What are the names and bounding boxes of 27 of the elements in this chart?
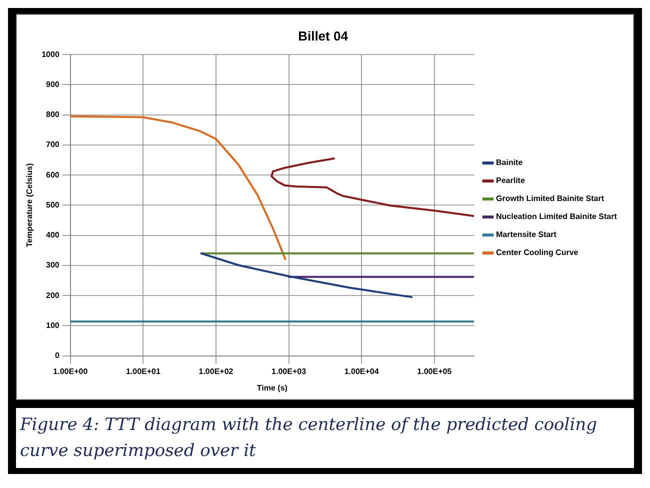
x-axis-title: Time (s) bbox=[256, 383, 288, 392]
y-tick-label: 500 bbox=[46, 200, 60, 210]
y-tick-label: 900 bbox=[46, 80, 60, 89]
y-tick-label: 300 bbox=[46, 260, 60, 270]
y-tick-label: 800 bbox=[46, 110, 60, 120]
x-tick-label: 1.00E+00 bbox=[53, 366, 88, 376]
y-tick-label: 1000 bbox=[42, 50, 60, 59]
legend-label: Pearlite bbox=[496, 176, 526, 186]
x-tick-label: 1.00E+01 bbox=[126, 366, 161, 376]
y-tick-label: 0 bbox=[54, 351, 60, 360]
y-tick-label: 200 bbox=[46, 290, 60, 300]
caption: Figure 4: TTT diagram with the centerline of the predicted cooling curve superimposed over it bbox=[16, 408, 634, 468]
y-tick-label: 400 bbox=[46, 230, 60, 240]
y-tick-label: 600 bbox=[46, 170, 60, 180]
y-tick-label: 700 bbox=[46, 140, 60, 150]
x-tick-label: 1.00E+03 bbox=[272, 366, 307, 376]
chart-title: Billet 04 bbox=[298, 28, 349, 44]
y-axis-title: Temperature (Celsius) bbox=[25, 162, 34, 248]
x-tick-label: 1.00E+05 bbox=[417, 366, 452, 376]
legend-label: Center Cooling Curve bbox=[496, 248, 579, 258]
legend-label: Growth Limited Bainite Start bbox=[496, 194, 604, 204]
legend-label: Martensite Start bbox=[496, 230, 557, 240]
x-tick-label: 1.00E+02 bbox=[198, 366, 234, 376]
y-tick-label: 100 bbox=[46, 320, 60, 330]
legend-label: Nucleation Limited Bainite Start bbox=[496, 212, 618, 222]
x-tick-label: 1.00E+04 bbox=[344, 366, 380, 376]
legend-label: Bainite bbox=[496, 158, 524, 168]
